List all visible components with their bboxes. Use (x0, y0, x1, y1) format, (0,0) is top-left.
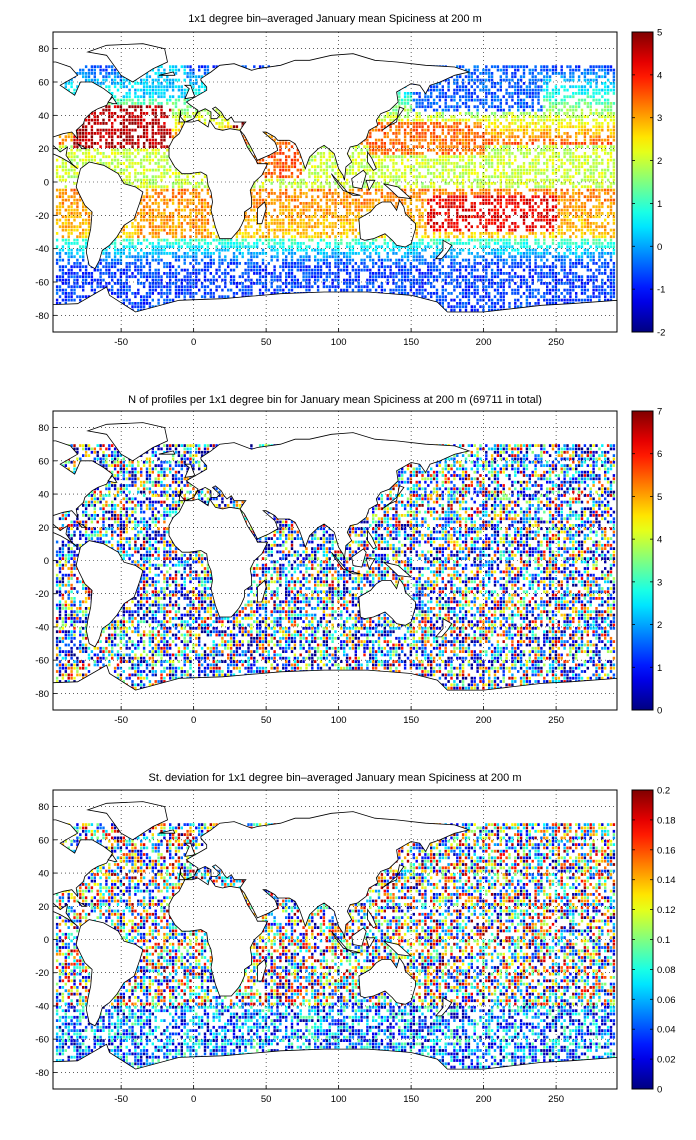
colorbar: 0.2 0.18 0.16 0.14 0.12 0.1 0.08 0.06 0.04 0.02 0 (631, 786, 676, 1096)
y-tick-label: -60 (35, 656, 49, 667)
colorbar-tick-label: 2 (657, 620, 662, 631)
panel-title: N of profiles per 1x1 degree bin for Jan… (128, 394, 542, 406)
x-tick-label: 150 (403, 337, 419, 348)
map-panel: -50 0 50 100 150 200 250806040200-20-40-60-801… (35, 13, 665, 348)
x-tick-label: 50 (261, 1094, 272, 1105)
y-tick-label: 40 (38, 869, 49, 880)
colorbar-tick-label: -2 (657, 328, 665, 339)
x-tick-label: 0 (191, 715, 196, 726)
x-tick-label: 200 (476, 1094, 492, 1105)
y-tick-label: 80 (38, 802, 49, 813)
colorbar-tick-label: 6 (657, 449, 662, 460)
y-tick-label: 0 (44, 935, 49, 946)
coastline-layer (53, 422, 617, 710)
x-tick-label: 200 (476, 715, 492, 726)
x-tick-label: 150 (403, 715, 419, 726)
colorbar-tick-label: 0.02 (657, 1055, 676, 1066)
panel-title: St. deviation for 1x1 degree bin–average… (148, 772, 521, 784)
y-tick-label: -60 (35, 278, 49, 289)
colorbar-tick-label: -1 (657, 285, 665, 296)
colorbar-tick-label: 5 (657, 492, 662, 503)
x-tick-label: 100 (331, 337, 347, 348)
y-tick-label: -20 (35, 589, 49, 600)
colorbar-tick-label: 2 (657, 156, 662, 167)
colorbar-tick-label: 1 (657, 199, 662, 210)
map-panel: -50 0 50 100 150 200 250806040200-20-40-60-80S… (35, 772, 676, 1105)
panel-title: 1x1 degree bin–averaged January mean Spi… (188, 13, 482, 25)
colorbar-tick-label: 4 (657, 70, 662, 81)
colorbar-tick-label: 0 (657, 706, 662, 717)
colorbar-tick-label: 0.04 (657, 1025, 676, 1036)
colorbar-gradient (631, 410, 654, 711)
colorbar-tick-label: 7 (657, 407, 662, 418)
colorbar-tick-label: 0.1 (657, 935, 670, 946)
colorbar-tick-label: 0.08 (657, 965, 676, 976)
x-tick-label: 250 (548, 1094, 564, 1105)
colorbar: 7 6 5 4 3 2 1 0 (631, 407, 662, 717)
colorbar-tick-label: 3 (657, 577, 662, 588)
x-tick-label: 50 (261, 715, 272, 726)
y-tick-label: -80 (35, 689, 49, 700)
colorbar-gradient (631, 31, 654, 333)
x-tick-label: -50 (114, 715, 128, 726)
colorbar-tick-label: 0.12 (657, 905, 676, 916)
colorbar-tick-label: 0.2 (657, 786, 670, 797)
y-tick-label: -20 (35, 968, 49, 979)
x-tick-label: 0 (191, 1094, 196, 1105)
y-tick-label: 40 (38, 111, 49, 122)
y-tick-label: 40 (38, 490, 49, 501)
x-tick-label: -50 (114, 337, 128, 348)
y-tick-label: 20 (38, 523, 49, 534)
y-tick-label: -20 (35, 211, 49, 222)
y-tick-label: 0 (44, 556, 49, 567)
y-tick-label: 0 (44, 178, 49, 189)
y-tick-label: -80 (35, 311, 49, 322)
colorbar-gradient (631, 789, 654, 1090)
x-tick-label: 150 (403, 1094, 419, 1105)
colorbar-tick-label: 3 (657, 113, 662, 124)
colorbar-tick-label: 0.14 (657, 875, 676, 886)
y-tick-label: 60 (38, 835, 49, 846)
y-tick-label: 20 (38, 902, 49, 913)
y-tick-label: 80 (38, 44, 49, 55)
colorbar-tick-label: 4 (657, 535, 662, 546)
x-tick-label: 0 (191, 337, 196, 348)
colorbar-tick-label: 0.06 (657, 995, 676, 1006)
x-tick-label: 100 (331, 715, 347, 726)
map-panel: -50 0 50 100 150 200 250806040200-20-40-60-80N… (35, 394, 662, 726)
y-tick-label: 20 (38, 144, 49, 155)
colorbar-tick-label: 1 (657, 663, 662, 674)
x-tick-label: 100 (331, 1094, 347, 1105)
x-tick-label: 200 (476, 337, 492, 348)
y-tick-label: 60 (38, 78, 49, 89)
x-tick-label: 50 (261, 337, 272, 348)
y-tick-label: -60 (35, 1035, 49, 1046)
y-tick-label: 80 (38, 423, 49, 434)
y-tick-label: -40 (35, 244, 49, 255)
x-tick-label: 250 (548, 715, 564, 726)
colorbar-tick-label: 5 (657, 28, 662, 39)
coastline-layer (53, 43, 617, 332)
x-tick-label: 250 (548, 337, 564, 348)
coastline-layer (53, 801, 617, 1089)
y-tick-label: 60 (38, 456, 49, 467)
x-tick-label: -50 (114, 1094, 128, 1105)
colorbar-tick-label: 0 (657, 242, 662, 253)
colorbar-tick-label: 0.16 (657, 845, 676, 856)
colorbar: 5 4 3 2 1 0 -1 -2 (631, 28, 665, 339)
colorbar-tick-label: 0.18 (657, 815, 676, 826)
y-tick-label: -40 (35, 1001, 49, 1012)
y-tick-label: -40 (35, 622, 49, 633)
colorbar-tick-label: 0 (657, 1085, 662, 1096)
y-tick-label: -80 (35, 1068, 49, 1079)
